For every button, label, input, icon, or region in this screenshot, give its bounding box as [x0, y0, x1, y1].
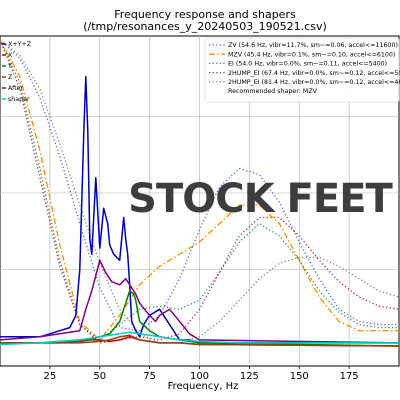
x-tick-label: 175	[340, 371, 359, 382]
legend-right-box	[204, 37, 400, 103]
series-line-5	[0, 331, 399, 346]
x-tick-label: 100	[190, 371, 209, 382]
x-tick-label: 75	[143, 371, 156, 382]
legend-entry: MZV (45.4 Hz, vibr=0.1%, sm~=0.10, accel…	[228, 51, 395, 58]
overlay-text: STOCK FEET	[128, 176, 393, 222]
legend-entry: ZV (54.6 Hz, vibr=11.7%, sm~=0.06, accel…	[228, 42, 398, 49]
legend-entry: EI (54.0 Hz, vibr=0.0%, sm~=0.11, accel<…	[228, 61, 387, 68]
series-line-3	[0, 334, 400, 347]
series-line-6	[0, 39, 399, 332]
chart-title: Frequency response and shapers	[114, 8, 296, 21]
x-ticks: 25 50 75 100 125 150 175	[44, 366, 359, 382]
x-tick-label: 125	[240, 371, 259, 382]
x-tick-label: 150	[290, 371, 309, 382]
x-tick-label: 50	[93, 371, 106, 382]
series-line-10	[0, 39, 400, 344]
recommended-shaper-note: Recommended shaper: MZV	[228, 88, 318, 95]
legend-entry: After	[8, 85, 24, 92]
x-axis-label: Frequency, Hz	[168, 381, 239, 392]
legend-entry: Z	[8, 74, 13, 81]
legend-right: ZV (54.6 Hz, vibr=11.7%, sm~=0.06, accel…	[204, 37, 400, 103]
series-line-4	[0, 259, 400, 344]
legend-left: X+Y+Z XYZ After shaper	[2, 41, 32, 103]
series-line-0	[0, 75, 399, 344]
chart-subtitle: (/tmp/resonances_y_20240503_190521.csv)	[83, 20, 327, 33]
legend-entry: X+Y+Z	[8, 41, 32, 48]
series-layer	[0, 39, 400, 347]
x-tick-label: 25	[44, 371, 57, 382]
legend-entry: X	[8, 52, 13, 59]
series-line-7	[0, 39, 399, 341]
legend-entry: Y	[7, 63, 12, 70]
legend-entry: 2HUMP_EI (81.4 Hz, vibr=0.0%, sm~=0.12, …	[228, 79, 400, 86]
legend-entry: 2HUMP_EI (67.4 Hz, vibr=0.0%, sm~=0.12, …	[228, 70, 400, 77]
legend-entry: shaper	[8, 96, 30, 103]
series-line-9	[0, 39, 400, 344]
